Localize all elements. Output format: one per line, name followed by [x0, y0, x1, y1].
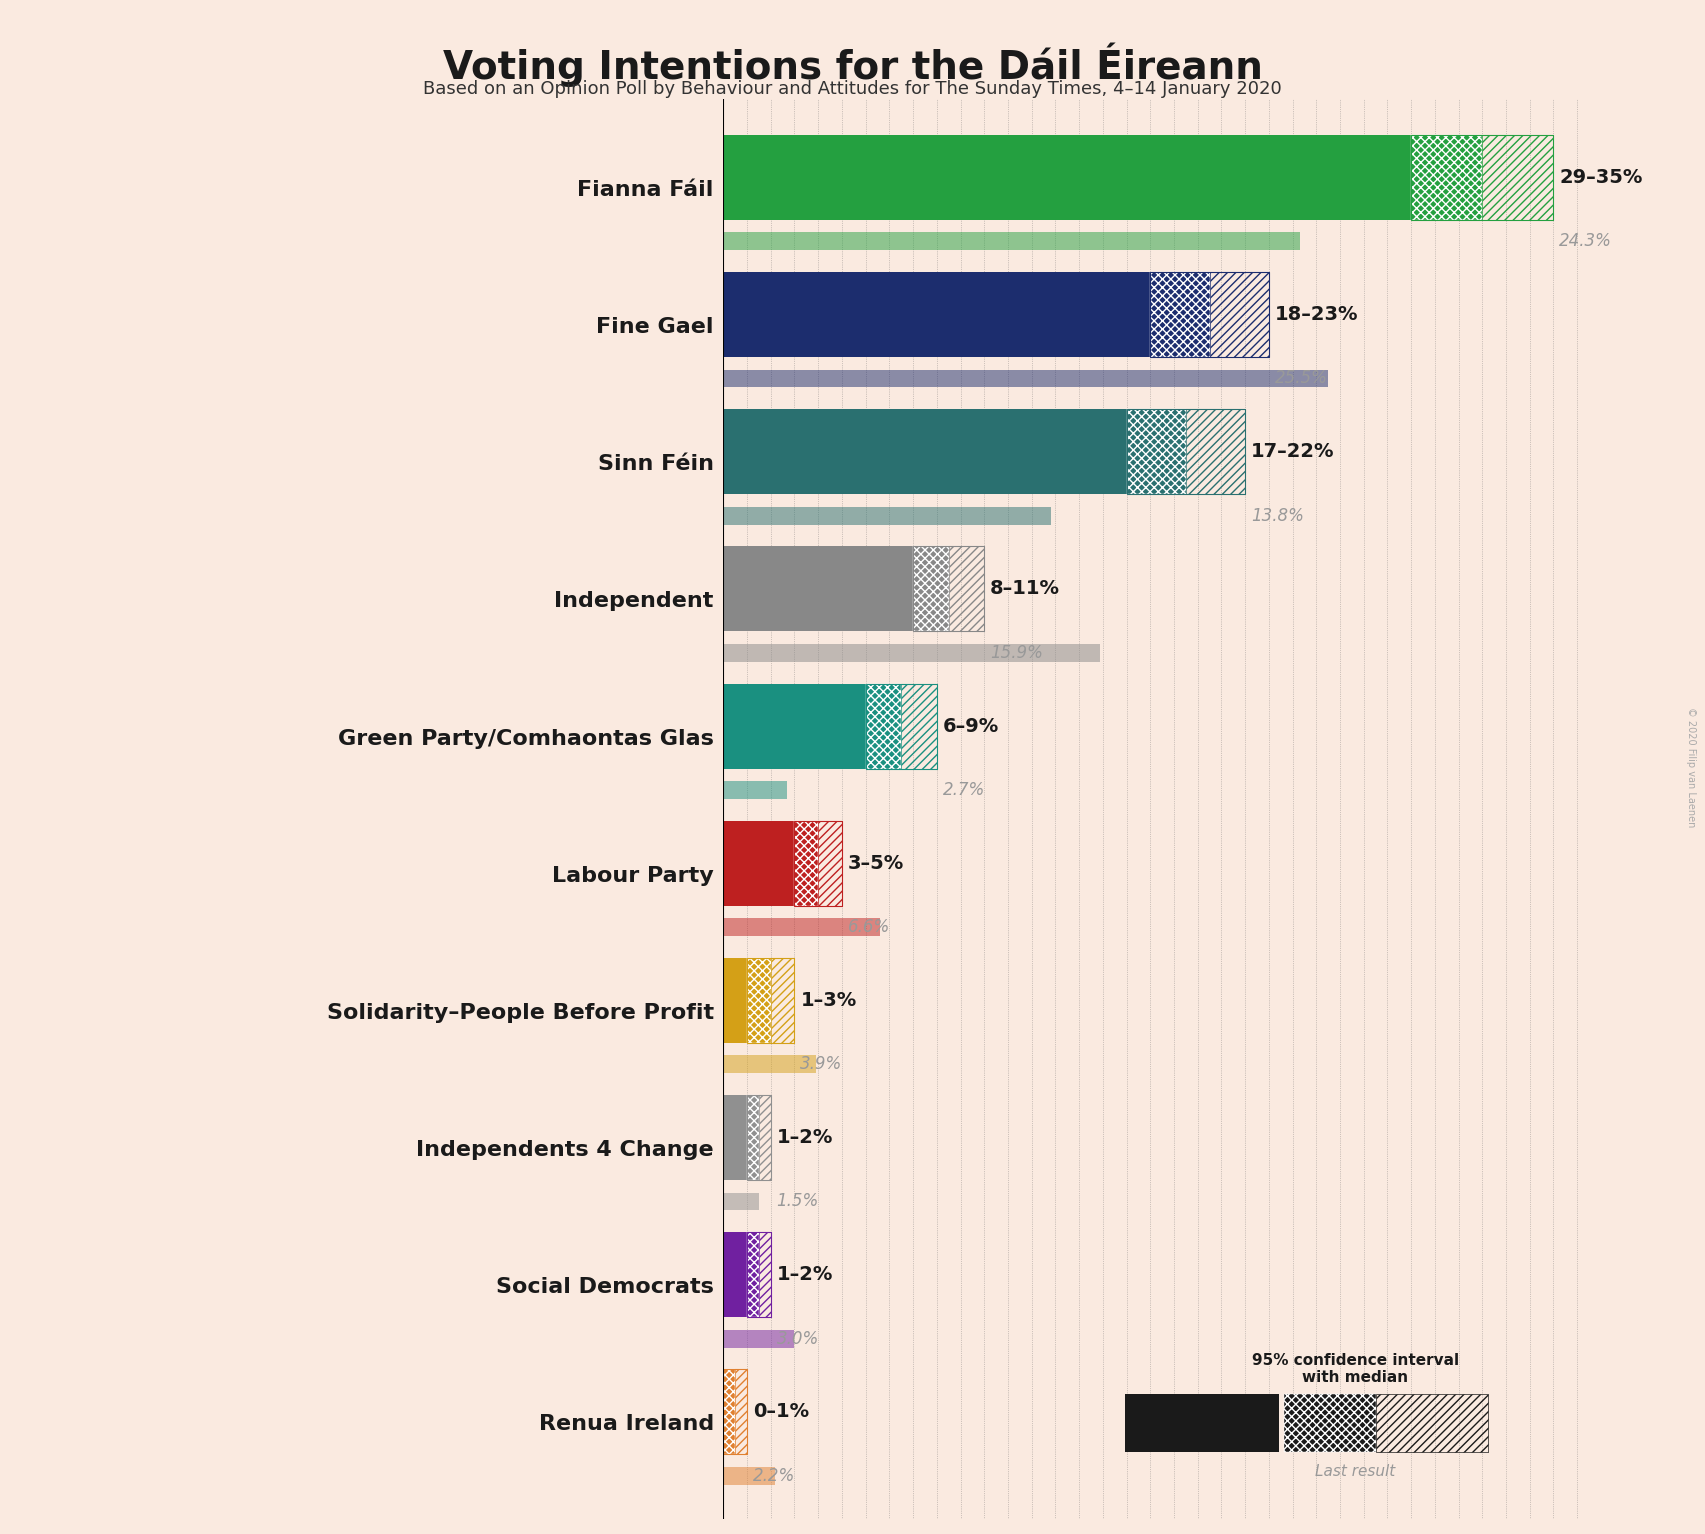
Bar [747, 1095, 759, 1180]
Text: Voting Intentions for the Dáil Éireann: Voting Intentions for the Dáil Éireann [443, 43, 1262, 87]
Text: 8–11%: 8–11% [991, 580, 1061, 598]
Bar [723, 1095, 747, 1180]
Bar [914, 546, 984, 632]
Text: 3–5%: 3–5% [847, 854, 904, 873]
Bar [1127, 410, 1187, 494]
Text: 95% confidence interval
with median: 95% confidence interval with median [1251, 1353, 1459, 1385]
Bar [723, 1370, 747, 1454]
Bar [723, 370, 1328, 388]
Bar [747, 957, 771, 1043]
Bar [735, 1370, 747, 1454]
Text: 6.6%: 6.6% [847, 919, 890, 936]
Text: 24.3%: 24.3% [1560, 232, 1613, 250]
Bar [759, 1232, 771, 1318]
Bar [771, 957, 795, 1043]
Bar [747, 1095, 759, 1180]
Text: Social Democrats: Social Democrats [496, 1278, 714, 1298]
Bar [1209, 272, 1269, 357]
Bar [723, 410, 1127, 494]
Bar [1376, 1393, 1488, 1451]
Bar [866, 684, 902, 769]
Text: Last result: Last result [1315, 1463, 1396, 1479]
Text: 0–1%: 0–1% [754, 1402, 810, 1422]
Bar [914, 546, 948, 632]
Text: 15.9%: 15.9% [991, 644, 1043, 661]
Bar [747, 1232, 759, 1318]
Bar [866, 684, 902, 769]
Bar [1412, 135, 1553, 219]
Text: © 2020 Filip van Laenen: © 2020 Filip van Laenen [1686, 707, 1696, 827]
Text: 18–23%: 18–23% [1275, 305, 1359, 324]
Bar [723, 644, 1100, 661]
Text: Green Party/Comhaontas Glas: Green Party/Comhaontas Glas [338, 729, 714, 749]
Bar [723, 546, 914, 632]
Text: 1.5%: 1.5% [777, 1192, 818, 1210]
Text: 1–2%: 1–2% [777, 1127, 834, 1147]
Bar [723, 957, 747, 1043]
Bar [1284, 1393, 1376, 1451]
Bar [747, 957, 771, 1043]
Bar [818, 821, 842, 905]
Bar [1412, 135, 1482, 219]
Bar [759, 1095, 771, 1180]
Bar [723, 506, 1050, 525]
Bar [914, 546, 948, 632]
Text: 29–35%: 29–35% [1560, 167, 1644, 187]
Text: Labour Party: Labour Party [552, 865, 714, 885]
Bar [723, 821, 795, 905]
Bar [795, 821, 818, 905]
Text: 13.8%: 13.8% [1251, 506, 1304, 525]
Bar [747, 1095, 771, 1180]
Text: Fianna Fáil: Fianna Fáil [578, 179, 714, 199]
Bar [723, 781, 788, 799]
Bar [723, 919, 880, 936]
Bar [723, 1192, 759, 1210]
Bar [723, 135, 1412, 219]
Text: 25.5%: 25.5% [1275, 370, 1328, 388]
Bar [723, 233, 1299, 250]
Text: 3.9%: 3.9% [800, 1055, 842, 1074]
Text: Independents 4 Change: Independents 4 Change [416, 1140, 714, 1160]
Bar [747, 1232, 771, 1318]
Text: 3.0%: 3.0% [777, 1330, 818, 1348]
Bar [902, 684, 936, 769]
Text: Independent: Independent [554, 592, 714, 612]
Text: 6–9%: 6–9% [943, 716, 999, 736]
Text: Renua Ireland: Renua Ireland [539, 1414, 714, 1434]
Text: Solidarity–People Before Profit: Solidarity–People Before Profit [327, 1003, 714, 1023]
Text: 17–22%: 17–22% [1251, 442, 1335, 462]
Bar [723, 1467, 776, 1485]
Bar [1127, 410, 1245, 494]
Bar [1125, 1393, 1279, 1451]
Bar [723, 1232, 747, 1318]
Bar [723, 684, 866, 769]
Bar [1412, 135, 1482, 219]
Bar [723, 1370, 735, 1454]
Bar [747, 1232, 759, 1318]
Bar [795, 821, 842, 905]
Bar [1151, 272, 1209, 357]
Text: 2.2%: 2.2% [754, 1467, 795, 1485]
Text: 1–3%: 1–3% [800, 991, 856, 1009]
Bar [1151, 272, 1269, 357]
Bar [866, 684, 936, 769]
Text: 1–2%: 1–2% [777, 1266, 834, 1284]
Bar [1151, 272, 1209, 357]
Bar [723, 1370, 735, 1454]
Bar [747, 957, 795, 1043]
Bar [795, 821, 818, 905]
Bar [1127, 410, 1187, 494]
Bar [723, 1330, 795, 1347]
Bar [948, 546, 984, 632]
Text: Sinn Féin: Sinn Féin [598, 454, 714, 474]
Bar [1482, 135, 1553, 219]
Text: Based on an Opinion Poll by Behaviour and Attitudes for The Sunday Times, 4–14 J: Based on an Opinion Poll by Behaviour an… [423, 80, 1282, 98]
Bar [1187, 410, 1245, 494]
Text: 2.7%: 2.7% [943, 781, 985, 799]
Bar [723, 1055, 815, 1074]
Bar [723, 272, 1151, 357]
Text: Fine Gael: Fine Gael [597, 318, 714, 337]
